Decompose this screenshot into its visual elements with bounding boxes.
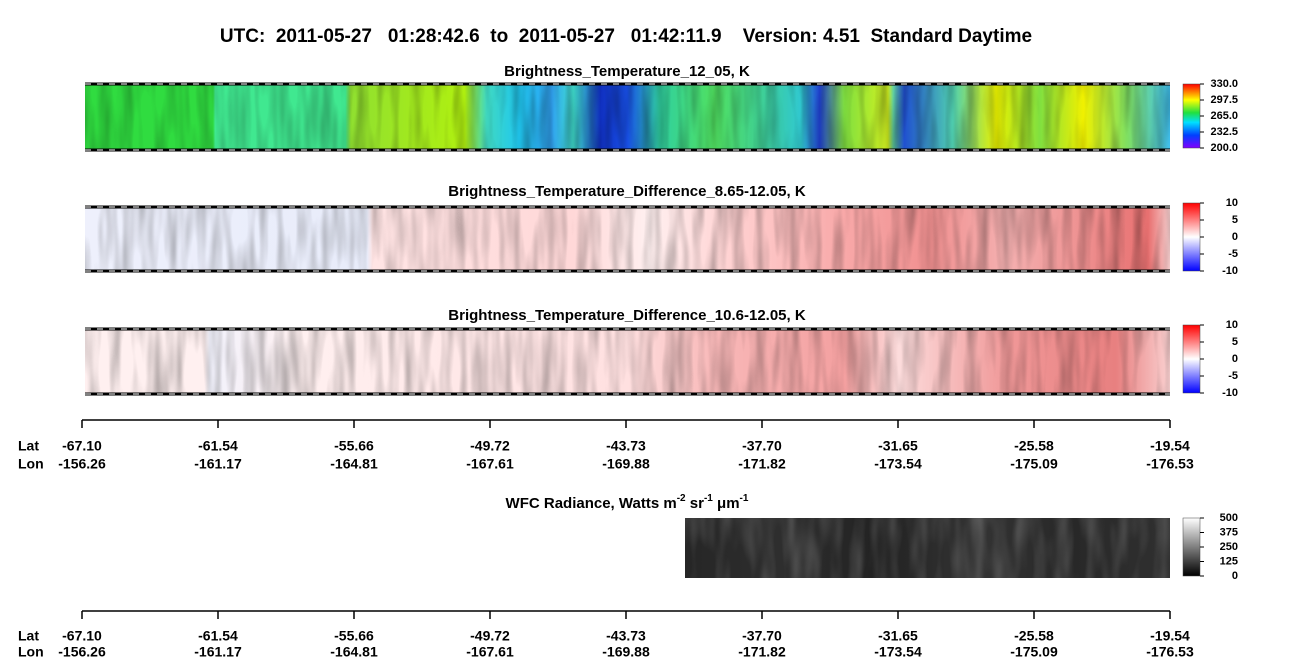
lon-label: -176.53 xyxy=(1146,644,1194,660)
lon-label: -176.53 xyxy=(1146,456,1194,472)
image-texture xyxy=(85,207,1170,271)
panel-title: Brightness_Temperature_12_05, K xyxy=(504,63,750,80)
lat-label: -19.54 xyxy=(1150,438,1190,454)
title-part: -1 xyxy=(740,493,749,504)
lat-label: -43.73 xyxy=(606,628,646,644)
lat-label: -67.10 xyxy=(62,628,102,644)
colorbar-tick-label: 10 xyxy=(1226,197,1238,209)
colorbar-tick-label: 10 xyxy=(1226,319,1238,331)
colorbar xyxy=(1182,517,1201,577)
panel-title: Brightness_Temperature_Difference_8.65-1… xyxy=(448,183,806,200)
panel-title: Brightness_Temperature_Difference_10.6-1… xyxy=(448,307,806,324)
colorbar xyxy=(1182,202,1201,272)
row-label: Lat xyxy=(18,438,39,454)
colorbar-tick-label: 0 xyxy=(1232,353,1238,365)
lat-label: -61.54 xyxy=(198,628,238,644)
colorbar-tick-label: 232.5 xyxy=(1210,126,1238,138)
colorbar-tick-label: 297.5 xyxy=(1210,94,1238,106)
lat-label: -37.70 xyxy=(742,628,782,644)
colorbar-tick-label: 0 xyxy=(1232,570,1238,582)
image-texture xyxy=(685,518,1170,578)
row-label: Lon xyxy=(18,456,44,472)
image-texture xyxy=(85,84,1170,150)
lon-label: -167.61 xyxy=(466,456,514,472)
row-label: Lon xyxy=(18,644,44,660)
lat-label: -37.70 xyxy=(742,438,782,454)
colorbar-tick-label: -10 xyxy=(1222,387,1238,399)
lat-label: -55.66 xyxy=(334,438,374,454)
colorbar-tick-label: 330.0 xyxy=(1210,78,1238,90)
colorbar xyxy=(1182,83,1201,149)
row-label: Lat xyxy=(18,628,39,644)
panel-title: WFC Radiance, Watts m-2 sr-1 μm-1 xyxy=(506,493,749,512)
colorbar-tick-label: 500 xyxy=(1220,512,1238,524)
page-title: UTC: 2011-05-27 01:28:42.6 to 2011-05-27… xyxy=(220,26,1032,47)
title-part: -2 xyxy=(677,493,686,504)
colorbar-tick-label: 5 xyxy=(1232,214,1238,226)
lon-label: -169.88 xyxy=(602,456,650,472)
lat-label: -61.54 xyxy=(198,438,238,454)
title-part: sr xyxy=(686,495,705,512)
colorbar-tick-label: 125 xyxy=(1220,555,1238,567)
title-part: WFC Radiance, Watts m xyxy=(506,495,677,512)
lon-label: -156.26 xyxy=(58,456,106,472)
colorbar-tick-label: -10 xyxy=(1222,265,1238,277)
lat-label: -31.65 xyxy=(878,628,918,644)
lon-label: -169.88 xyxy=(602,644,650,660)
lon-label: -173.54 xyxy=(874,456,922,472)
colorbar-tick-label: 200.0 xyxy=(1210,142,1238,154)
colorbar-tick-label: 375 xyxy=(1220,526,1238,538)
lon-label: -164.81 xyxy=(330,644,378,660)
lat-label: -55.66 xyxy=(334,628,374,644)
colorbar-tick-label: 0 xyxy=(1232,231,1238,243)
lat-label: -19.54 xyxy=(1150,628,1190,644)
lat-label: -49.72 xyxy=(470,438,510,454)
lat-label: -25.58 xyxy=(1014,438,1054,454)
lon-label: -156.26 xyxy=(58,644,106,660)
lat-label: -31.65 xyxy=(878,438,918,454)
colorbar-tick-label: -5 xyxy=(1228,370,1238,382)
lon-label: -171.82 xyxy=(738,456,786,472)
lon-label: -167.61 xyxy=(466,644,514,660)
lon-label: -171.82 xyxy=(738,644,786,660)
lon-label: -161.17 xyxy=(194,456,242,472)
colorbar-tick-label: -5 xyxy=(1228,248,1238,260)
lon-label: -175.09 xyxy=(1010,456,1058,472)
colorbar-tick-label: 250 xyxy=(1220,541,1238,553)
lat-label: -25.58 xyxy=(1014,628,1054,644)
lon-label: -164.81 xyxy=(330,456,378,472)
title-part: -1 xyxy=(704,493,713,504)
colorbar-tick-label: 5 xyxy=(1232,336,1238,348)
lat-label: -49.72 xyxy=(470,628,510,644)
lon-label: -173.54 xyxy=(874,644,922,660)
lon-label: -161.17 xyxy=(194,644,242,660)
lat-label: -67.10 xyxy=(62,438,102,454)
title-part: μm xyxy=(713,495,740,512)
lat-label: -43.73 xyxy=(606,438,646,454)
colorbar xyxy=(1182,324,1201,394)
lon-label: -175.09 xyxy=(1010,644,1058,660)
colorbar-tick-label: 265.0 xyxy=(1210,110,1238,122)
image-texture xyxy=(85,329,1170,394)
